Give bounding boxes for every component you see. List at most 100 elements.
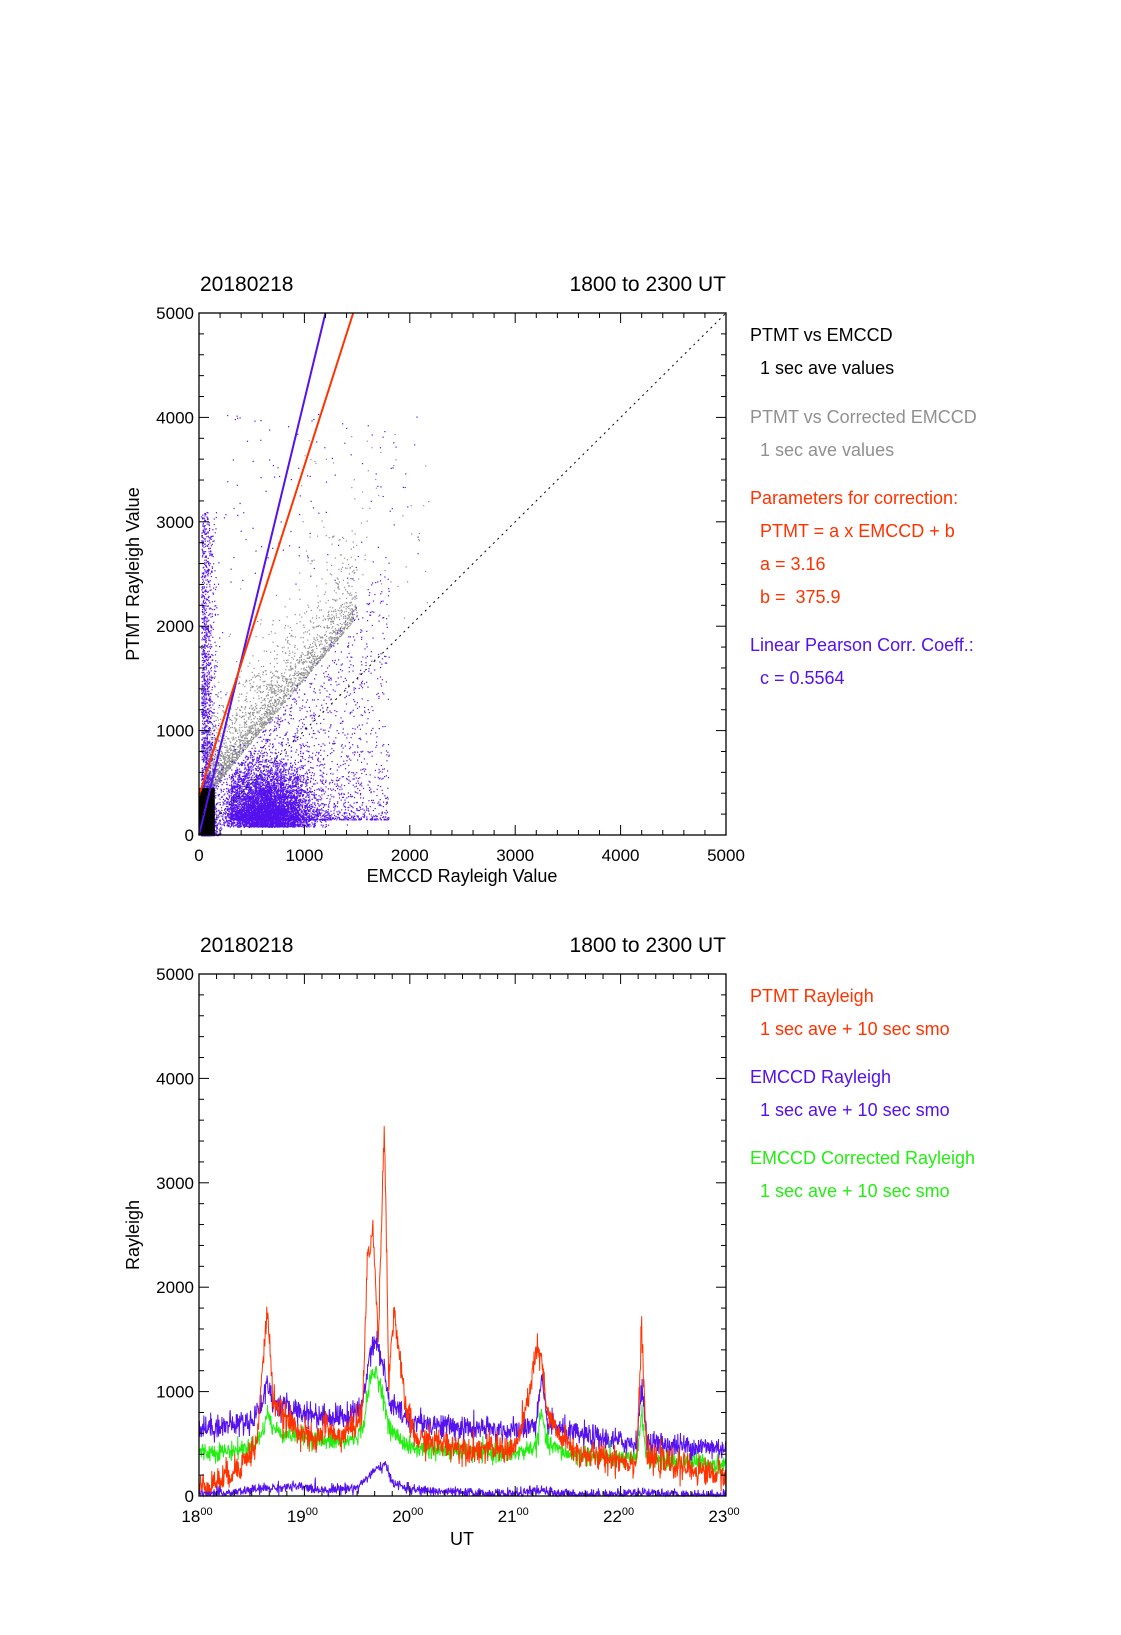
scatter-point (269, 706, 271, 708)
scatter-point (234, 749, 236, 751)
scatter-point (266, 739, 269, 741)
scatter-point (241, 806, 243, 808)
scatter-point (215, 719, 217, 721)
scatter-point (342, 728, 344, 730)
scatter-point (299, 676, 301, 678)
scatter-point (318, 657, 320, 659)
scatter-point (208, 703, 210, 705)
scatter-point (267, 694, 269, 696)
scatter-point (237, 732, 239, 734)
scatter-point (291, 750, 293, 752)
scatter-point (253, 758, 255, 760)
scatter-point (304, 693, 306, 695)
scatter-point (205, 736, 207, 738)
scatter-point (288, 682, 290, 684)
scatter-point (313, 656, 315, 658)
scatter-point (345, 605, 347, 607)
scatter-point (259, 767, 261, 769)
scatter-point (326, 773, 328, 775)
scatter-point (357, 788, 359, 790)
scatter-point (304, 727, 306, 730)
scatter-point (246, 698, 248, 700)
scatter-point (334, 808, 336, 810)
scatter-point (371, 624, 373, 627)
scatter-point (206, 753, 208, 755)
scatter-point (354, 598, 356, 600)
scatter-point (246, 724, 248, 726)
scatter-point (214, 784, 216, 787)
scatter-point (319, 655, 321, 658)
scatter-point (324, 816, 326, 818)
scatter-point (370, 733, 372, 735)
scatter-point (368, 668, 370, 670)
scatter-point (259, 722, 261, 724)
scatter-point (326, 642, 328, 645)
scatter-point (239, 755, 241, 757)
scatter-point (206, 735, 208, 738)
scatter-point (221, 771, 223, 773)
scatter-point (206, 743, 208, 745)
scatter-point (307, 769, 310, 771)
scatter-point (268, 717, 270, 720)
scatter-point (324, 653, 326, 655)
scatter-point (361, 772, 363, 775)
scatter-point (224, 752, 226, 754)
scatter-point (273, 650, 276, 652)
scatter-point (360, 769, 362, 771)
scatter-point (225, 746, 227, 748)
scatter-point (209, 765, 212, 767)
scatter-point (303, 765, 305, 767)
scatter-point (310, 766, 312, 769)
scatter-point (275, 676, 277, 678)
scatter-point (250, 719, 252, 721)
scatter-point (322, 656, 324, 658)
scatter-point (385, 797, 387, 799)
scatter-point (353, 699, 355, 701)
scatter-point (380, 764, 382, 767)
scatter-point (320, 749, 322, 751)
scatter-point (299, 621, 301, 623)
scatter-point (247, 744, 250, 746)
scatter-point (235, 804, 237, 806)
scatter-point (319, 764, 322, 766)
scatter-point (330, 724, 332, 726)
scatter-point (267, 777, 269, 779)
scatter-point (341, 792, 343, 794)
scatter-point (335, 613, 337, 615)
scatter-point (301, 662, 303, 664)
scatter-point (243, 718, 245, 720)
scatter-point (369, 751, 371, 753)
scatter-point (303, 646, 305, 648)
scatter-point (228, 759, 231, 761)
scatter-point (294, 614, 296, 616)
scatter-point (229, 764, 231, 766)
scatter-point (267, 709, 269, 711)
scatter-point (324, 676, 326, 678)
scatter-point (275, 594, 277, 596)
scatter-point (215, 780, 217, 782)
scatter-point (247, 729, 249, 731)
scatter-point (303, 626, 305, 628)
scatter-point (322, 619, 324, 621)
scatter-point (293, 674, 295, 676)
scatter-point (346, 812, 348, 814)
scatter-point (287, 688, 289, 690)
scatter-point (328, 696, 330, 698)
scatter-point (327, 648, 329, 650)
scatter-point (332, 743, 334, 745)
scatter-point (325, 650, 327, 652)
scatter-point (313, 811, 315, 814)
scatter-point (376, 763, 378, 765)
scatter-point (330, 684, 332, 686)
scatter-point (303, 674, 305, 676)
scatter-point (215, 783, 217, 785)
scatter-point (351, 594, 353, 596)
scatter-point (336, 780, 338, 782)
scatter-point (345, 623, 347, 625)
scatter-point (248, 794, 250, 796)
scatter-point (265, 738, 267, 741)
scatter-point (325, 602, 327, 604)
scatter-point (319, 657, 321, 659)
scatter-point (301, 681, 303, 683)
scatter-point (322, 655, 324, 657)
